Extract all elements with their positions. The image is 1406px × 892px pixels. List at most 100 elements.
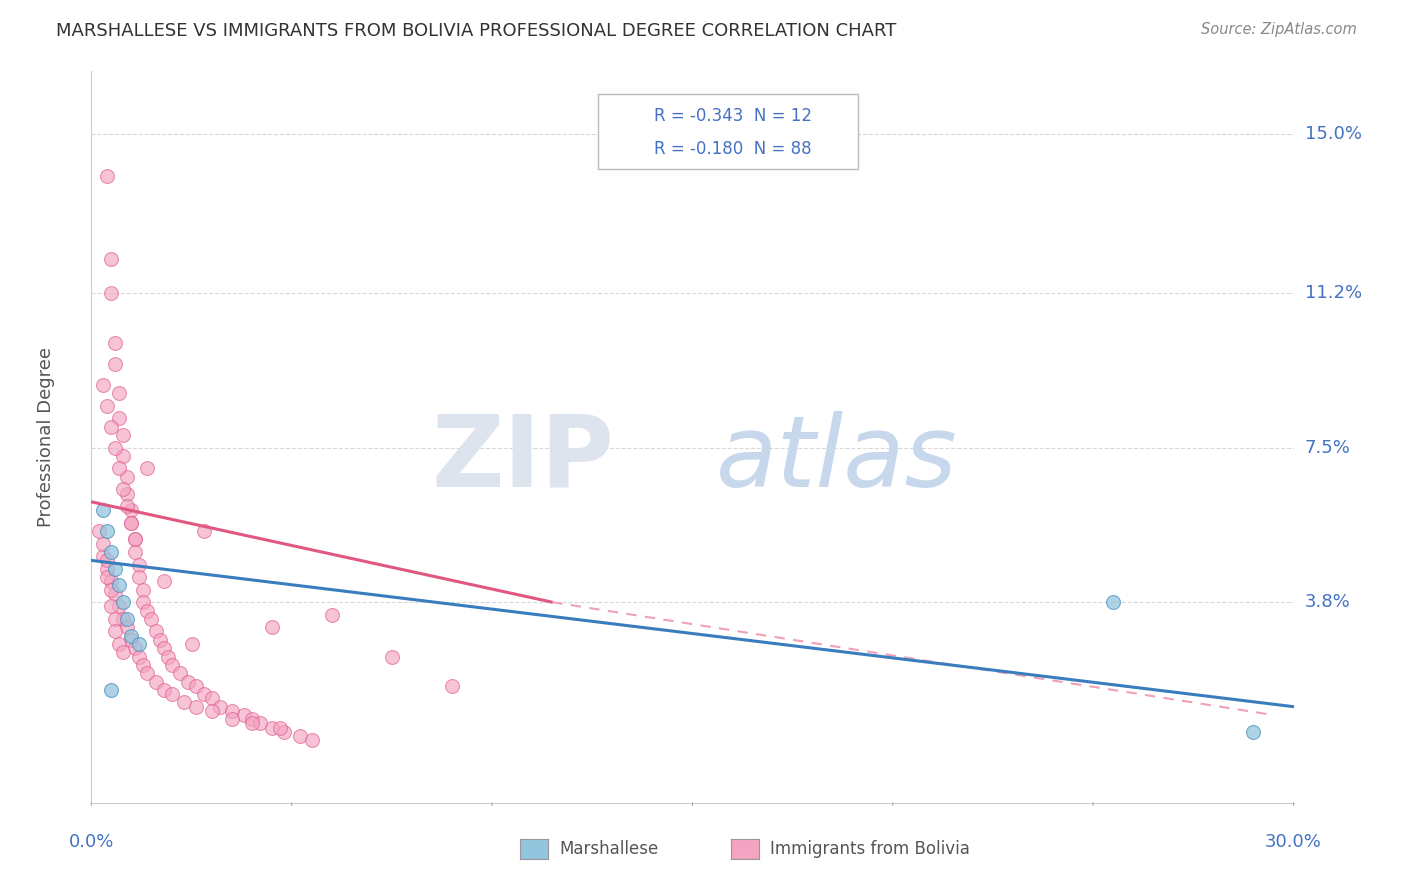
- Point: [269, 721, 291, 735]
- Point: [112, 595, 135, 609]
- Point: [108, 599, 131, 614]
- Point: [124, 641, 146, 656]
- Text: R = -0.180  N = 88: R = -0.180 N = 88: [654, 140, 811, 158]
- Text: 3.8%: 3.8%: [1305, 593, 1350, 611]
- Point: [112, 645, 135, 659]
- Point: [1243, 724, 1265, 739]
- Point: [104, 562, 127, 576]
- Point: [201, 704, 224, 718]
- Point: [128, 558, 150, 572]
- Point: [100, 545, 122, 559]
- Point: [141, 612, 163, 626]
- Point: [193, 524, 215, 538]
- Point: [112, 612, 135, 626]
- Point: [124, 533, 146, 547]
- Point: [108, 411, 131, 425]
- Point: [152, 574, 174, 589]
- Text: Immigrants from Bolivia: Immigrants from Bolivia: [770, 840, 970, 858]
- Point: [96, 399, 118, 413]
- Point: [240, 712, 263, 726]
- Point: [112, 483, 135, 497]
- Point: [108, 461, 131, 475]
- Point: [104, 336, 127, 351]
- Point: [96, 562, 118, 576]
- Point: [100, 419, 122, 434]
- Text: 0.0%: 0.0%: [69, 833, 114, 851]
- Point: [160, 657, 183, 672]
- Point: [201, 691, 224, 706]
- Point: [117, 470, 139, 484]
- Point: [221, 704, 243, 718]
- Text: 11.2%: 11.2%: [1305, 284, 1362, 301]
- Point: [221, 712, 243, 726]
- Text: Marshallese: Marshallese: [560, 840, 659, 858]
- Point: [136, 603, 159, 617]
- Point: [121, 629, 143, 643]
- Point: [128, 570, 150, 584]
- Point: [117, 620, 139, 634]
- Text: atlas: atlas: [716, 410, 957, 508]
- Point: [96, 553, 118, 567]
- Point: [1102, 595, 1125, 609]
- Point: [93, 536, 115, 550]
- Point: [108, 578, 131, 592]
- Point: [100, 285, 122, 300]
- Y-axis label: Professional Degree: Professional Degree: [38, 347, 55, 527]
- Point: [440, 679, 463, 693]
- Point: [136, 461, 159, 475]
- Point: [152, 682, 174, 697]
- Point: [96, 524, 118, 538]
- Point: [93, 549, 115, 564]
- Point: [117, 499, 139, 513]
- Point: [100, 582, 122, 597]
- Point: [117, 486, 139, 500]
- Point: [148, 632, 170, 647]
- Point: [112, 428, 135, 442]
- Point: [260, 721, 283, 735]
- Point: [240, 716, 263, 731]
- Point: [112, 449, 135, 463]
- Text: ZIP: ZIP: [432, 410, 614, 508]
- Point: [124, 545, 146, 559]
- Point: [184, 699, 207, 714]
- Point: [96, 570, 118, 584]
- Point: [121, 516, 143, 530]
- Point: [100, 599, 122, 614]
- Point: [108, 637, 131, 651]
- Point: [145, 674, 167, 689]
- Point: [152, 641, 174, 656]
- Point: [273, 724, 295, 739]
- Point: [117, 612, 139, 626]
- Point: [156, 649, 179, 664]
- Point: [208, 699, 231, 714]
- Point: [184, 679, 207, 693]
- Point: [132, 657, 155, 672]
- Point: [93, 503, 115, 517]
- Point: [136, 666, 159, 681]
- Text: MARSHALLESE VS IMMIGRANTS FROM BOLIVIA PROFESSIONAL DEGREE CORRELATION CHART: MARSHALLESE VS IMMIGRANTS FROM BOLIVIA P…: [56, 22, 897, 40]
- Point: [124, 533, 146, 547]
- Point: [176, 674, 198, 689]
- Point: [132, 582, 155, 597]
- Text: 30.0%: 30.0%: [1265, 833, 1322, 851]
- Point: [100, 574, 122, 589]
- Point: [104, 587, 127, 601]
- Point: [128, 637, 150, 651]
- Text: Source: ZipAtlas.com: Source: ZipAtlas.com: [1201, 22, 1357, 37]
- Point: [104, 624, 127, 639]
- Point: [301, 733, 323, 747]
- Point: [93, 377, 115, 392]
- Point: [128, 649, 150, 664]
- Point: [145, 624, 167, 639]
- Point: [104, 357, 127, 371]
- Point: [249, 716, 271, 731]
- Point: [121, 503, 143, 517]
- Point: [173, 696, 195, 710]
- Point: [160, 687, 183, 701]
- Point: [100, 252, 122, 267]
- Point: [89, 524, 111, 538]
- Point: [96, 169, 118, 183]
- Point: [104, 441, 127, 455]
- Point: [121, 632, 143, 647]
- Point: [104, 612, 127, 626]
